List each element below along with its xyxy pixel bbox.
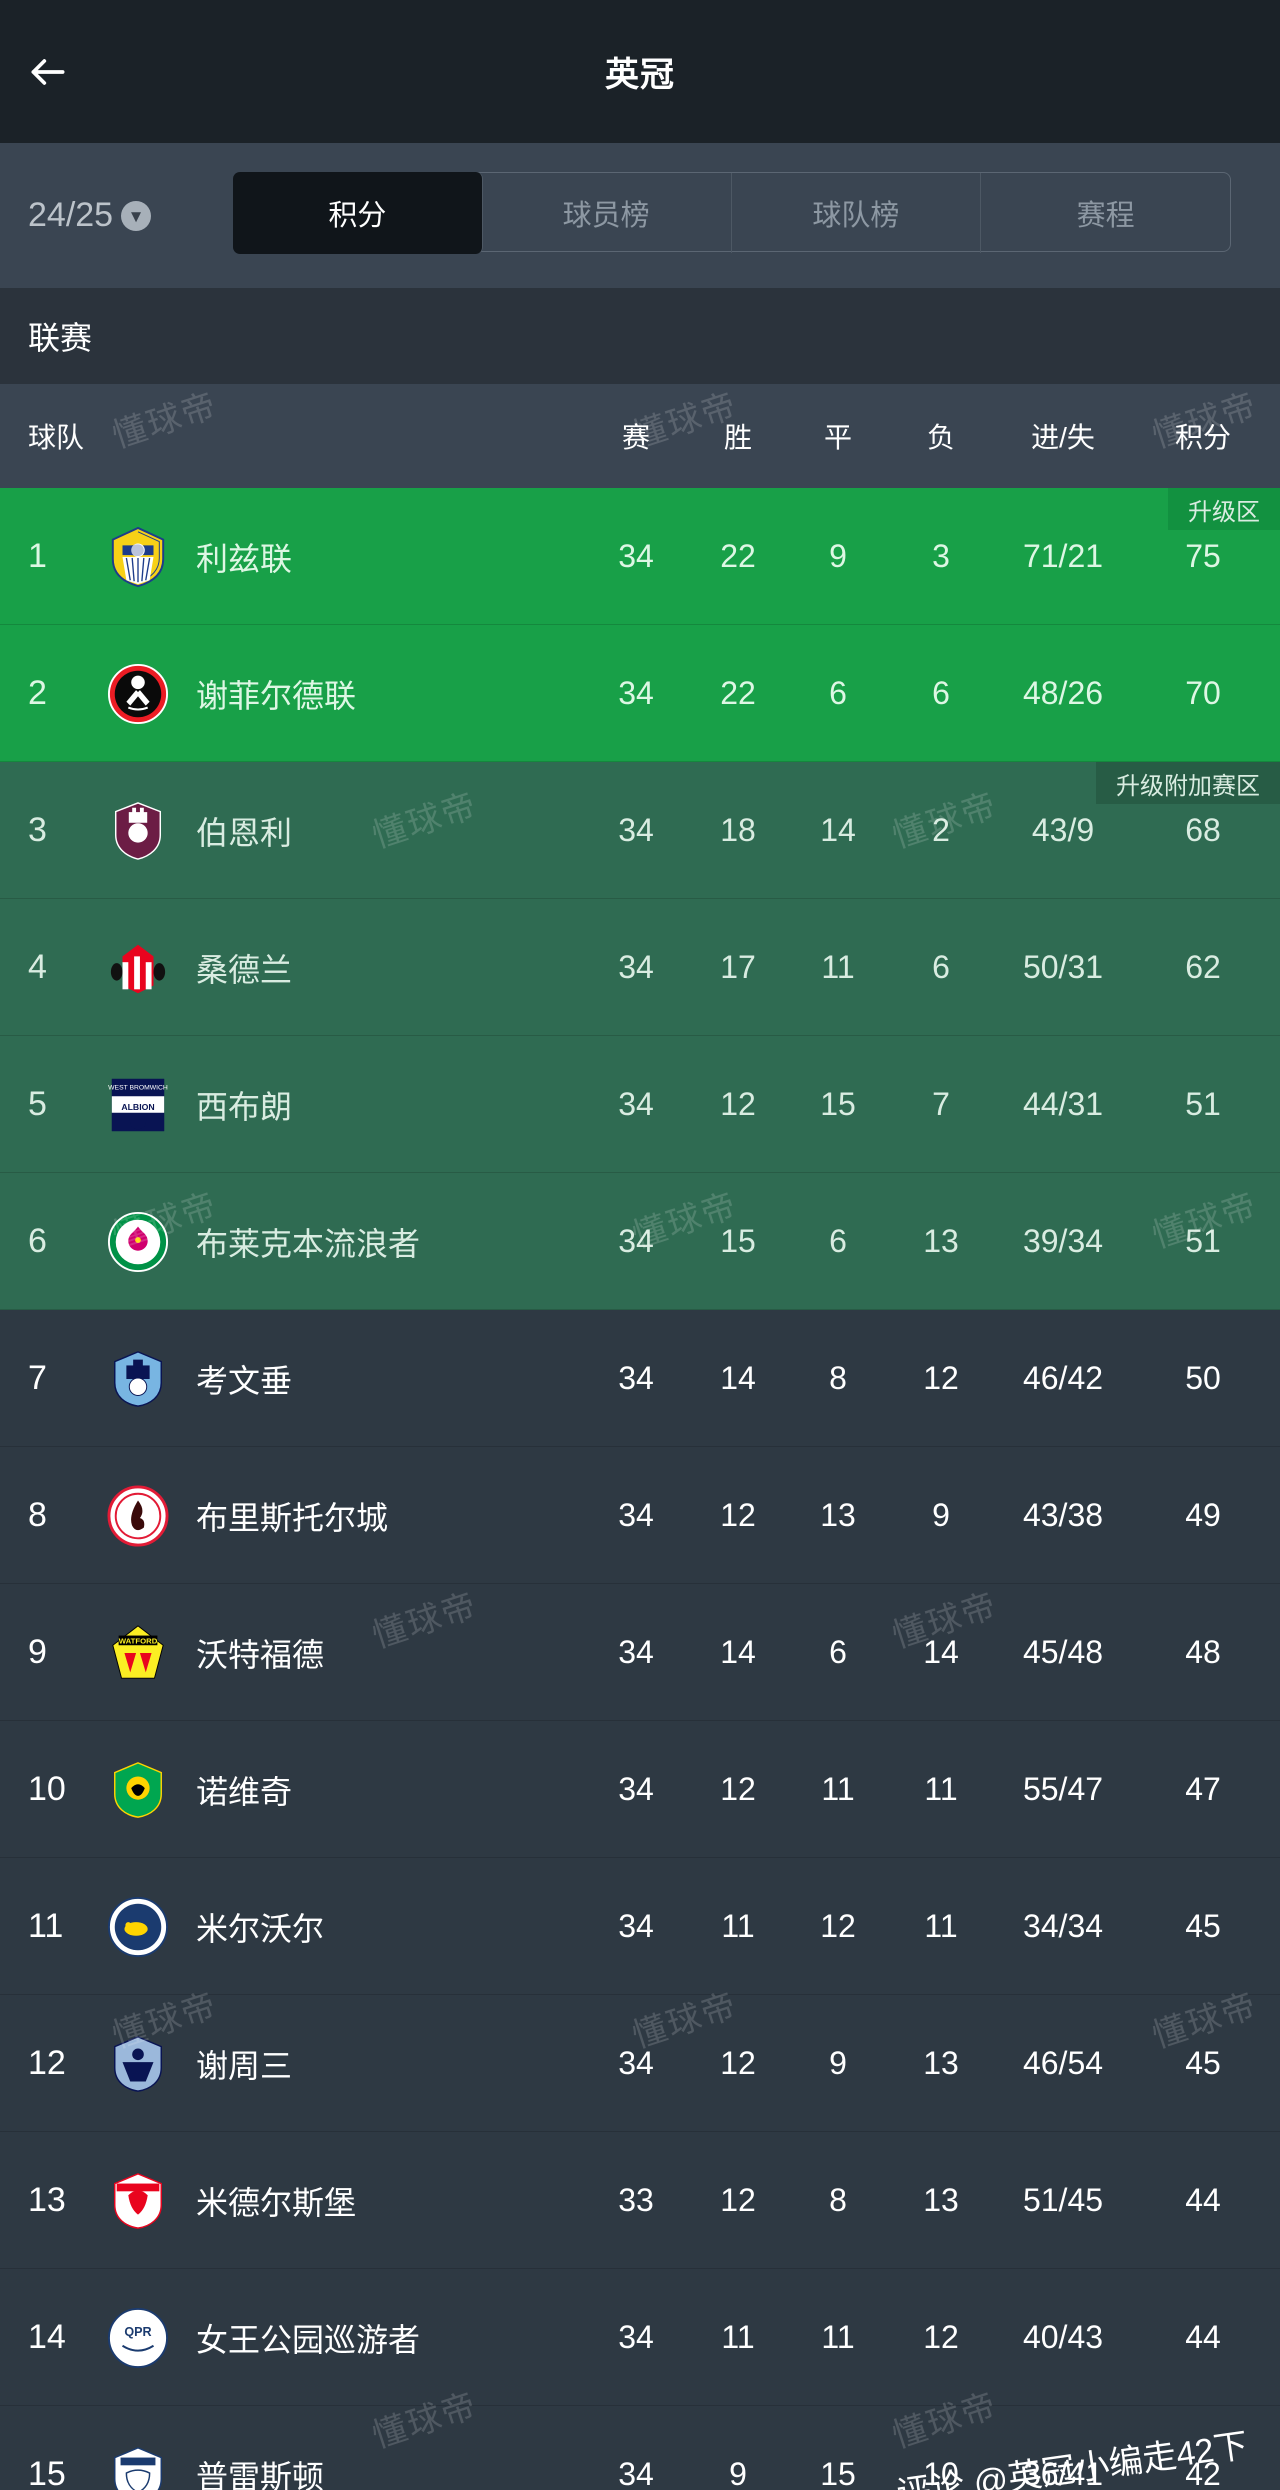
svg-text:ALBION: ALBION	[121, 1101, 154, 1111]
svg-text:WATFORD: WATFORD	[119, 1636, 158, 1645]
svg-text:QPR: QPR	[124, 2325, 151, 2339]
svg-text:WEST BROMWICH: WEST BROMWICH	[108, 1084, 168, 1091]
